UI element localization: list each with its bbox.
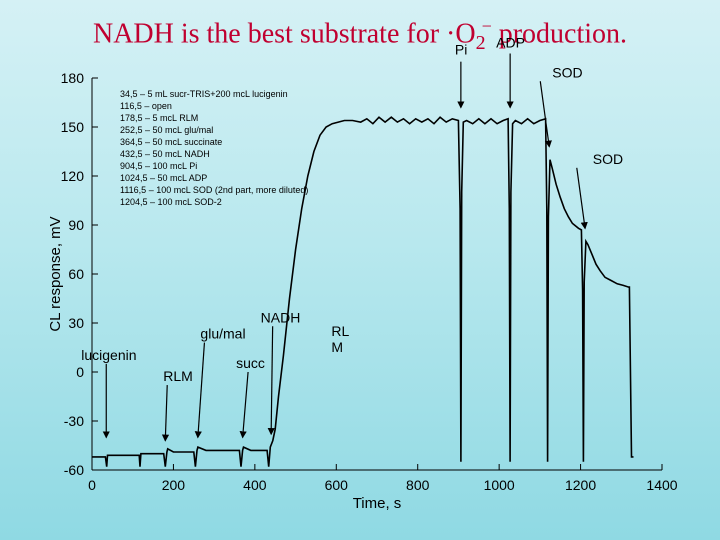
svg-text:RLM: RLM: [163, 368, 193, 384]
svg-text:CL response, mV: CL response, mV: [47, 216, 64, 331]
svg-text:Pi: Pi: [455, 42, 467, 58]
svg-text:1200: 1200: [565, 477, 596, 493]
svg-text:0: 0: [88, 477, 96, 493]
svg-text:ADP: ADP: [496, 35, 525, 51]
svg-text:Time, s: Time, s: [353, 495, 402, 512]
svg-text:200: 200: [162, 477, 186, 493]
svg-text:glu/mal: glu/mal: [200, 326, 245, 342]
svg-text:succ: succ: [236, 355, 265, 371]
svg-text:SOD: SOD: [552, 64, 582, 80]
svg-text:RL: RL: [331, 323, 349, 339]
svg-text:180: 180: [61, 70, 85, 86]
svg-text:M: M: [331, 339, 343, 355]
cl-response-chart: -60 -30 0 30 60 90 120 150 180 0 200 400 600 800 1000 1…: [50, 70, 680, 510]
svg-text:1000: 1000: [484, 477, 515, 493]
svg-text:0: 0: [76, 364, 84, 380]
svg-text:-60: -60: [64, 462, 84, 478]
svg-text:30: 30: [68, 315, 84, 331]
svg-text:SOD: SOD: [593, 151, 623, 167]
svg-text:-30: -30: [64, 413, 84, 429]
svg-text:1400: 1400: [646, 477, 677, 493]
svg-text:800: 800: [406, 477, 430, 493]
svg-text:120: 120: [61, 168, 85, 184]
svg-text:90: 90: [68, 217, 84, 233]
svg-text:NADH: NADH: [261, 309, 301, 325]
page-title: NADH is the best substrate for ·O2− prod…: [0, 16, 720, 55]
svg-text:400: 400: [243, 477, 267, 493]
svg-text:150: 150: [61, 119, 85, 135]
svg-text:lucigenin: lucigenin: [81, 347, 136, 363]
svg-text:60: 60: [68, 266, 84, 282]
svg-text:600: 600: [325, 477, 349, 493]
